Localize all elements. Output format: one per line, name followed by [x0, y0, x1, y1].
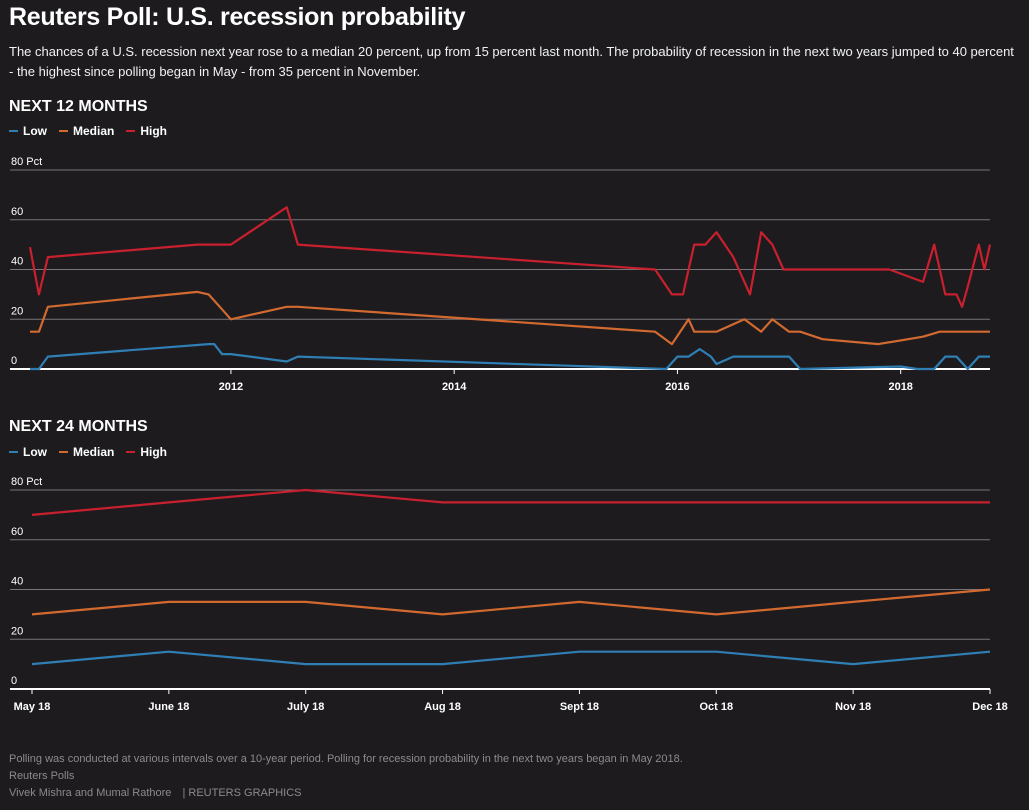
y-tick-label: 20: [11, 305, 23, 317]
y-tick-label: 80 Pct: [11, 156, 42, 168]
chart2-legend: Low Median High: [9, 445, 167, 459]
y-tick-label: 0: [11, 355, 17, 367]
legend-high-label: High: [140, 445, 167, 459]
y-tick-label: 40: [11, 576, 23, 588]
x-tick-label: July 18: [287, 701, 324, 713]
x-tick-label: Aug 18: [424, 701, 461, 713]
x-tick-label: Dec 18: [972, 701, 1007, 713]
y-tick-label: 40: [11, 256, 23, 268]
legend-low-label: Low: [23, 124, 47, 138]
legend-swatch-low: [9, 451, 18, 453]
legend-swatch-high: [126, 451, 135, 453]
series-line-high: [30, 207, 990, 306]
chart-next-24-months: 0 20 40 60 80 Pct May 18 June 18 July 18 Aug 18 S…: [0, 470, 1029, 720]
y-tick-label: 80 Pct: [11, 476, 42, 488]
series-line-median: [30, 292, 990, 344]
x-tick-label: Sept 18: [560, 701, 599, 713]
legend-high-label: High: [140, 124, 167, 138]
footer-source: Reuters Polls: [9, 768, 683, 785]
series-line-median: [32, 590, 990, 615]
legend-low-label: Low: [23, 445, 47, 459]
x-tick-label: Nov 18: [835, 701, 871, 713]
y-tick-label: 0: [11, 675, 17, 687]
chart-next-12-months: 0 20 40 60 80 Pct 2012 2014 2016 2018: [0, 150, 1029, 400]
footer-note: Polling was conducted at various interva…: [9, 751, 683, 768]
footer-credit: Vivek Mishra and Mumal Rathore | REUTERS…: [9, 785, 683, 802]
x-tick-label: 2016: [665, 381, 689, 393]
footer-brand: REUTERS GRAPHICS: [188, 787, 301, 799]
legend-high: High: [126, 445, 167, 459]
legend-swatch-median: [59, 451, 68, 453]
chart-title: Reuters Poll: U.S. recession probability: [9, 3, 465, 32]
footer-authors: Vivek Mishra and Mumal Rathore: [9, 787, 171, 799]
series-line-low: [30, 344, 990, 369]
series-line-low: [32, 652, 990, 664]
x-tick-label: 2012: [219, 381, 243, 393]
legend-median-label: Median: [73, 124, 114, 138]
x-tick-label: Oct 18: [699, 701, 733, 713]
legend-low: Low: [9, 445, 47, 459]
legend-swatch-median: [59, 130, 68, 132]
chart1-title: NEXT 12 MONTHS: [9, 98, 148, 116]
legend-swatch-low: [9, 130, 18, 132]
legend-high: High: [126, 124, 167, 138]
x-tick-label: June 18: [148, 701, 189, 713]
chart1-legend: Low Median High: [9, 124, 167, 138]
y-tick-label: 60: [11, 526, 23, 538]
legend-swatch-high: [126, 130, 135, 132]
x-tick-label: 2014: [442, 381, 467, 393]
chart-subtitle: The chances of a U.S. recession next yea…: [9, 42, 1019, 82]
y-tick-label: 60: [11, 206, 23, 218]
legend-median-label: Median: [73, 445, 114, 459]
legend-median: Median: [59, 445, 114, 459]
series-line-high: [32, 490, 990, 515]
legend-low: Low: [9, 124, 47, 138]
legend-median: Median: [59, 124, 114, 138]
footer: Polling was conducted at various interva…: [9, 751, 683, 802]
x-tick-label: 2018: [888, 381, 912, 393]
y-tick-label: 20: [11, 625, 23, 637]
x-tick-label: May 18: [14, 701, 51, 713]
chart2-title: NEXT 24 MONTHS: [9, 418, 148, 436]
